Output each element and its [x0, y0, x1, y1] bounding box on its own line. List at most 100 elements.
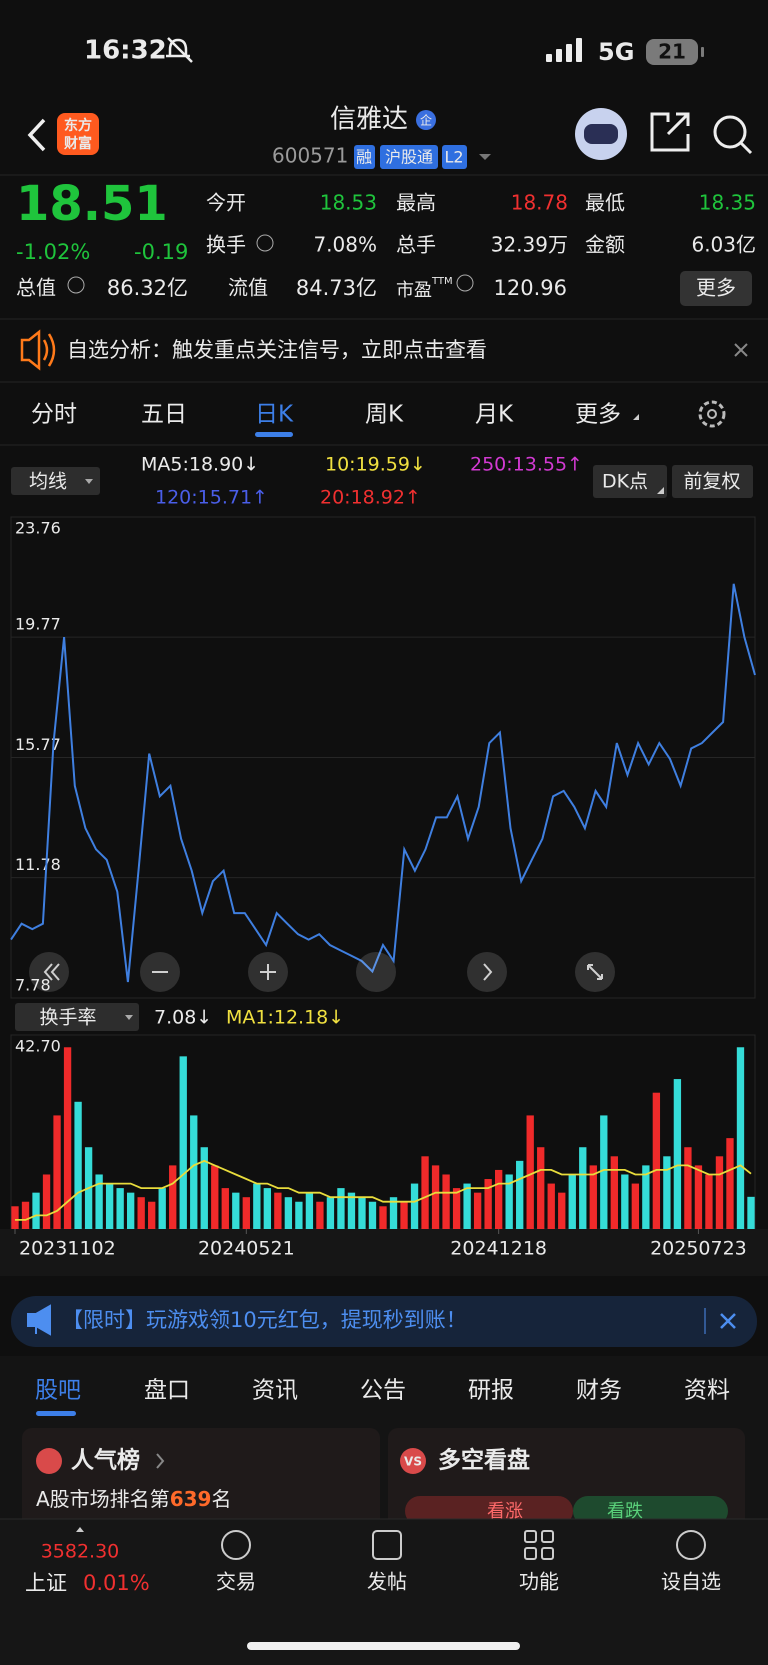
stock-code: 600571: [272, 144, 348, 168]
scroll-right[interactable]: [467, 952, 507, 992]
volume-bar: [442, 1174, 450, 1229]
ma-value: 10:19.59↓: [325, 454, 426, 476]
volume-bar: [242, 1197, 250, 1229]
scroll-left[interactable]: [29, 952, 69, 992]
volume-bar: [42, 1174, 51, 1229]
tab[interactable]: 资料: [684, 1378, 730, 1404]
chart-tab[interactable]: 周K: [365, 402, 404, 428]
tab-active[interactable]: 股吧: [35, 1378, 81, 1404]
chart-tab[interactable]: 更多: [575, 402, 621, 428]
dk-corner: [657, 487, 664, 494]
chart-tab-active[interactable]: 日K: [255, 402, 294, 428]
tab[interactable]: 盘口: [144, 1378, 190, 1404]
volume-bar: [600, 1115, 608, 1229]
scroll-back[interactable]: [356, 952, 396, 992]
tab[interactable]: 财务: [576, 1378, 622, 1404]
notice-text[interactable]: 自选分析：触发重点关注信号，立即点击查看: [67, 338, 487, 362]
status-time: 16:32: [84, 36, 167, 66]
volume-selector[interactable]: [15, 1003, 139, 1031]
volume-bar: [494, 1169, 503, 1229]
chart-tab[interactable]: 分时: [31, 402, 77, 428]
ad-close[interactable]: [720, 1313, 736, 1329]
tab[interactable]: 公告: [360, 1378, 406, 1404]
chart-tab[interactable]: 五日: [141, 402, 187, 428]
volume-bar: [305, 1192, 314, 1229]
search-button[interactable]: [713, 115, 747, 149]
dropdown-icon: [85, 479, 93, 484]
field-value: 84.73亿: [296, 276, 377, 300]
volume-bar: [32, 1192, 40, 1229]
field-value: 6.03亿: [691, 233, 756, 257]
volume-bar: [537, 1147, 545, 1229]
volume-bar: [684, 1147, 692, 1229]
avatar-face: [584, 124, 618, 144]
y-tick-label: 7.78: [15, 976, 51, 995]
volume-bar: [148, 1201, 156, 1229]
dropdown-icon: [125, 1015, 133, 1020]
nav-item[interactable]: 功能: [519, 1570, 559, 1594]
rank-card[interactable]: [22, 1428, 380, 1528]
trade-icon: [221, 1530, 251, 1560]
logo[interactable]: [57, 113, 99, 155]
change: -0.19: [134, 240, 188, 264]
network: 5G: [598, 38, 634, 66]
volume-bar: [621, 1174, 629, 1229]
volume-bar: [126, 1192, 135, 1229]
rank-number: 639: [170, 1487, 212, 1511]
info-icon[interactable]: [67, 276, 85, 294]
info-icon[interactable]: [456, 274, 474, 292]
more-button[interactable]: [680, 271, 752, 306]
stock-name: 信雅达: [330, 105, 408, 135]
volume-bar: [169, 1165, 177, 1229]
volume-bar: [610, 1156, 618, 1229]
volume-bar: [473, 1192, 482, 1229]
ma-value: 20:18.92↑: [320, 487, 421, 509]
volume-ma: MA1:12.18↓: [226, 1007, 344, 1029]
volume-bar: [589, 1165, 597, 1229]
ma-selector[interactable]: [11, 467, 100, 495]
price-chart: 23.76 19.77 15.77 11.78 7.78: [10, 516, 756, 999]
back-button[interactable]: [27, 118, 46, 152]
tab[interactable]: 资讯: [252, 1378, 298, 1404]
dk-button[interactable]: [593, 465, 667, 498]
logo-text: 财富: [63, 135, 92, 152]
volume-bar: [558, 1192, 566, 1229]
badge: [442, 145, 467, 169]
adjust-button[interactable]: [672, 465, 753, 498]
more-icon: [633, 414, 639, 420]
index-change: 0.01%: [83, 1571, 150, 1595]
volume-bar: [484, 1179, 492, 1229]
ad-text: 【限时】玩游戏领10元红包，提现秒到账！: [62, 1308, 467, 1332]
field-value: 18.53: [320, 191, 377, 215]
chart-tab[interactable]: 月K: [475, 402, 514, 428]
x-tick-label: 20240521: [198, 1238, 295, 1260]
volume-bar: [295, 1201, 303, 1229]
tab[interactable]: 研报: [468, 1378, 514, 1404]
dropdown-icon[interactable]: [479, 154, 491, 160]
field-label: 流值: [228, 276, 268, 300]
nav-item[interactable]: 交易: [216, 1570, 256, 1594]
volume-bar: [263, 1188, 272, 1229]
close-notice[interactable]: [734, 343, 748, 357]
pe-label: 市盈: [396, 280, 432, 301]
ad-banner[interactable]: [11, 1296, 757, 1347]
pe-sup: TTM: [431, 276, 453, 287]
settings-button[interactable]: [698, 400, 726, 428]
nav-item[interactable]: 发帖: [367, 1570, 407, 1594]
vs-badge: VS: [404, 1455, 422, 1469]
volume-bar: [431, 1165, 440, 1229]
volume-bar: [326, 1197, 335, 1229]
function-icon: [524, 1530, 554, 1560]
info-icon[interactable]: [256, 234, 274, 252]
x-tick-label: 20250723: [650, 1238, 747, 1260]
dk-label: DK点: [602, 471, 648, 493]
field-label: 换手: [206, 233, 246, 257]
nav-item[interactable]: 设自选: [661, 1570, 721, 1594]
volume-chart: 42.70 20231102 20240521 20241218 20250723: [11, 1037, 755, 1260]
volume-bar: [358, 1197, 366, 1229]
share-button[interactable]: [650, 112, 690, 152]
battery: [646, 39, 698, 65]
field-label: 金额: [585, 233, 625, 257]
index-value[interactable]: 3582.30: [41, 1541, 120, 1563]
volume-bar: [221, 1188, 229, 1229]
